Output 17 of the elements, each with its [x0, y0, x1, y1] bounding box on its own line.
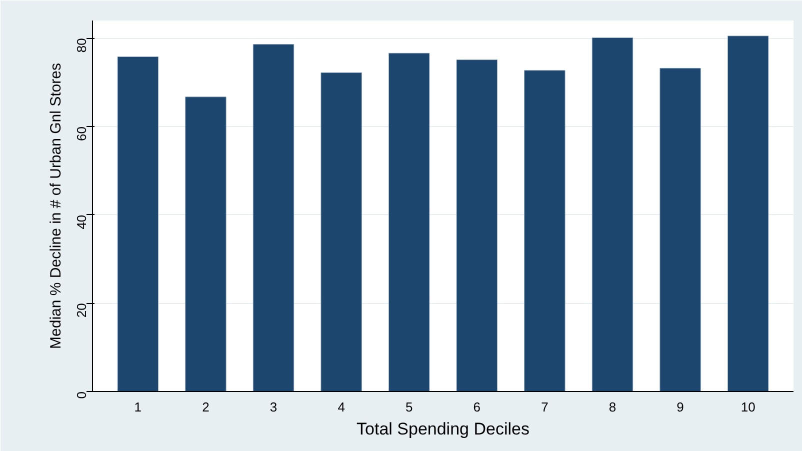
- x-axis-title: Total Spending Deciles: [356, 420, 530, 438]
- y-tick-label: 0: [74, 391, 89, 399]
- x-tick-label: 9: [676, 400, 684, 414]
- x-tick-label: 5: [405, 400, 413, 414]
- y-tick-label: 20: [74, 303, 89, 318]
- x-tick-label: 4: [338, 400, 345, 414]
- x-tick-label: 1: [134, 400, 142, 414]
- x-tick-label: 7: [541, 400, 548, 414]
- x-tick-label: 6: [473, 400, 481, 414]
- x-tick-label: 2: [202, 400, 210, 414]
- x-tick-label: 3: [270, 400, 278, 414]
- y-tick-label: 80: [74, 38, 89, 53]
- x-tick-label: 10: [740, 400, 756, 414]
- y-tick-label: 60: [74, 126, 89, 141]
- y-tick-label: 40: [74, 214, 89, 230]
- x-tick-label: 8: [608, 400, 616, 414]
- y-axis-title: Median % Decline in # of Urban Gnl Stores: [48, 63, 64, 349]
